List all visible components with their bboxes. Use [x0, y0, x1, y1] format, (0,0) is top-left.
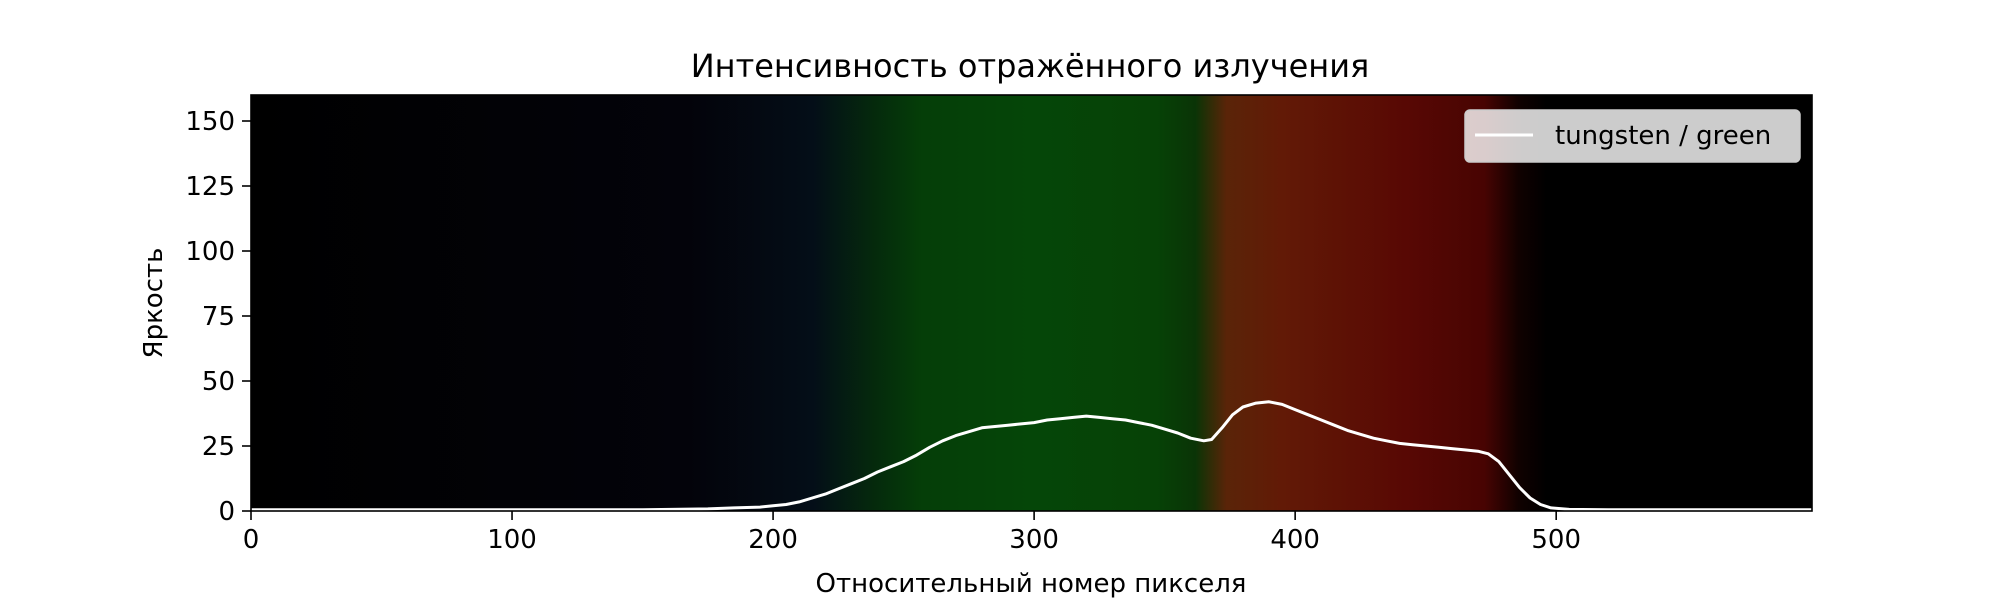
- y-axis: 0 25 50 75 100 125 150: [185, 107, 251, 527]
- y-axis-label: Яркость: [139, 248, 169, 359]
- y-tick-label: 125: [185, 172, 235, 202]
- y-tick-label: 50: [202, 367, 235, 397]
- x-tick-label: 300: [1009, 525, 1059, 555]
- y-tick-label: 75: [202, 302, 235, 332]
- x-tick-label: 0: [243, 525, 260, 555]
- x-axis-label: Относительный номер пикселя: [816, 569, 1247, 599]
- y-tick-label: 150: [185, 107, 235, 137]
- legend-box: [1464, 109, 1801, 163]
- chart-title: Интенсивность отражённого излучения: [691, 47, 1370, 85]
- legend: tungsten / green: [1464, 109, 1801, 163]
- x-tick-label: 100: [487, 525, 537, 555]
- plot-frame: [250, 94, 1813, 512]
- legend-label: tungsten / green: [1555, 121, 1771, 151]
- series-layer: [249, 400, 1814, 512]
- plot-background: [251, 95, 1812, 511]
- x-tick-label: 200: [748, 525, 798, 555]
- y-tick-label: 100: [185, 237, 235, 267]
- series-line: [249, 400, 1814, 512]
- y-tick-label: 0: [218, 497, 235, 527]
- y-tick-label: 25: [202, 432, 235, 462]
- x-tick-label: 400: [1270, 525, 1320, 555]
- x-axis: 0 100 200 300 400 500: [243, 511, 1581, 555]
- x-tick-label: 500: [1531, 525, 1581, 555]
